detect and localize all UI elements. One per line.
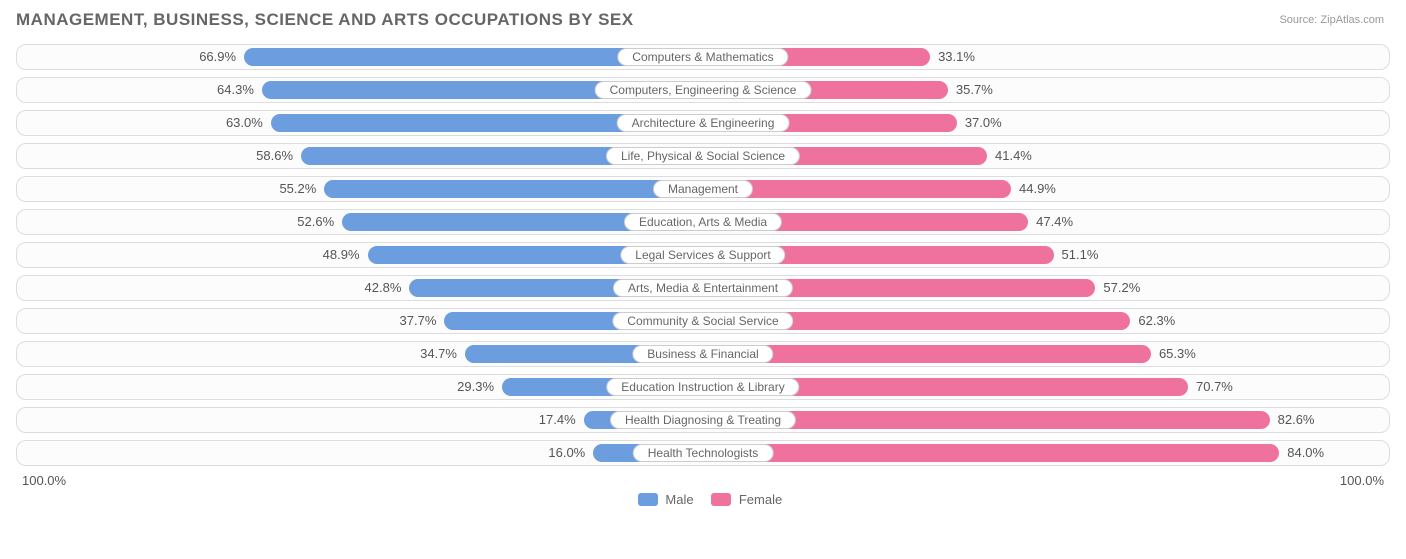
category-label: Computers & Mathematics [617,48,788,66]
chart-row: 55.2% 44.9% Management [16,176,1390,202]
value-female: 62.3% [1138,313,1175,328]
chart-row: 42.8% 57.2% Arts, Media & Entertainment [16,275,1390,301]
category-label: Business & Financial [632,345,773,363]
value-male: 66.9% [199,49,236,64]
value-male: 29.3% [457,379,494,394]
chart-row: 63.0% 37.0% Architecture & Engineering [16,110,1390,136]
axis-left-label: 100.0% [22,473,66,488]
value-female: 37.0% [965,115,1002,130]
value-female: 51.1% [1062,247,1099,262]
occupations-chart: 66.9% 33.1% Computers & Mathematics 64.3% 35… [16,44,1390,466]
source-label: Source: [1279,14,1317,26]
category-label: Arts, Media & Entertainment [613,279,793,297]
chart-row: 29.3% 70.7% Education Instruction & Librar… [16,374,1390,400]
value-male: 64.3% [217,82,254,97]
legend-swatch-female [711,493,731,506]
value-female: 44.9% [1019,181,1056,196]
value-male: 63.0% [226,115,263,130]
legend-swatch-male [638,493,658,506]
chart-row: 34.7% 65.3% Business & Financial [16,341,1390,367]
x-axis: 100.0% 100.0% [16,473,1390,488]
value-female: 47.4% [1036,214,1073,229]
chart-title: MANAGEMENT, BUSINESS, SCIENCE AND ARTS O… [16,10,1390,30]
chart-row: 52.6% 47.4% Education, Arts & Media [16,209,1390,235]
value-female: 65.3% [1159,346,1196,361]
bar-male [324,180,703,198]
legend-label-male: Male [665,492,693,507]
value-female: 70.7% [1196,379,1233,394]
value-male: 17.4% [539,412,576,427]
category-label: Education, Arts & Media [624,213,782,231]
category-label: Architecture & Engineering [617,114,790,132]
value-female: 57.2% [1103,280,1140,295]
chart-row: 17.4% 82.6% Health Diagnosing & Treating [16,407,1390,433]
source-name: ZipAtlas.com [1320,14,1384,26]
value-male: 34.7% [420,346,457,361]
chart-row: 58.6% 41.4% Life, Physical & Social Scienc… [16,143,1390,169]
category-label: Computers, Engineering & Science [595,81,812,99]
category-label: Education Instruction & Library [606,378,799,396]
category-label: Health Technologists [633,444,774,462]
value-male: 48.9% [323,247,360,262]
value-female: 35.7% [956,82,993,97]
value-male: 42.8% [365,280,402,295]
category-label: Life, Physical & Social Science [606,147,800,165]
value-female: 41.4% [995,148,1032,163]
value-male: 52.6% [297,214,334,229]
bar-female [703,444,1279,462]
value-female: 84.0% [1287,445,1324,460]
chart-row: 16.0% 84.0% Health Technologists [16,440,1390,466]
chart-row: 48.9% 51.1% Legal Services & Support [16,242,1390,268]
value-female: 82.6% [1278,412,1315,427]
legend: Male Female [16,492,1390,507]
value-female: 33.1% [938,49,975,64]
category-label: Health Diagnosing & Treating [610,411,796,429]
value-male: 37.7% [400,313,437,328]
value-male: 58.6% [256,148,293,163]
axis-right-label: 100.0% [1340,473,1384,488]
chart-row: 37.7% 62.3% Community & Social Service [16,308,1390,334]
category-label: Legal Services & Support [620,246,785,264]
chart-row: 64.3% 35.7% Computers, Engineering & Scien… [16,77,1390,103]
category-label: Management [653,180,753,198]
value-male: 55.2% [279,181,316,196]
value-male: 16.0% [548,445,585,460]
source-attribution: Source: ZipAtlas.com [1279,14,1384,26]
category-label: Community & Social Service [612,312,793,330]
chart-row: 66.9% 33.1% Computers & Mathematics [16,44,1390,70]
legend-label-female: Female [739,492,782,507]
